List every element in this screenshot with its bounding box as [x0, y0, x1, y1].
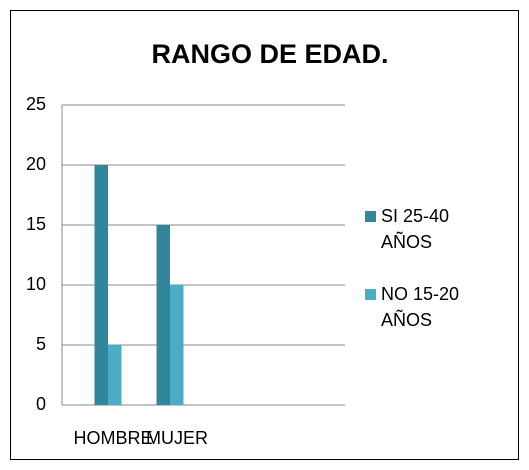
bar — [108, 345, 122, 405]
x-tick-label: MUJER — [146, 428, 208, 448]
chart-title: RANGO DE EDAD. — [151, 39, 388, 69]
legend-swatch — [365, 211, 376, 222]
y-tick-label: 20 — [26, 154, 46, 174]
y-tick-label: 15 — [26, 214, 46, 234]
x-tick-label: HOMBRE — [73, 428, 152, 448]
bar — [94, 165, 108, 405]
bar — [170, 285, 184, 405]
legend-label: NO 15-20 AÑOS — [381, 284, 460, 330]
y-tick-label: 5 — [36, 334, 46, 354]
y-tick-label: 0 — [36, 394, 46, 414]
legend-swatch — [365, 289, 376, 300]
y-tick-label: 10 — [26, 274, 46, 294]
bar — [156, 225, 170, 405]
legend-label: SI 25-40 AÑOS — [381, 206, 450, 252]
y-tick-label: 25 — [26, 94, 46, 114]
